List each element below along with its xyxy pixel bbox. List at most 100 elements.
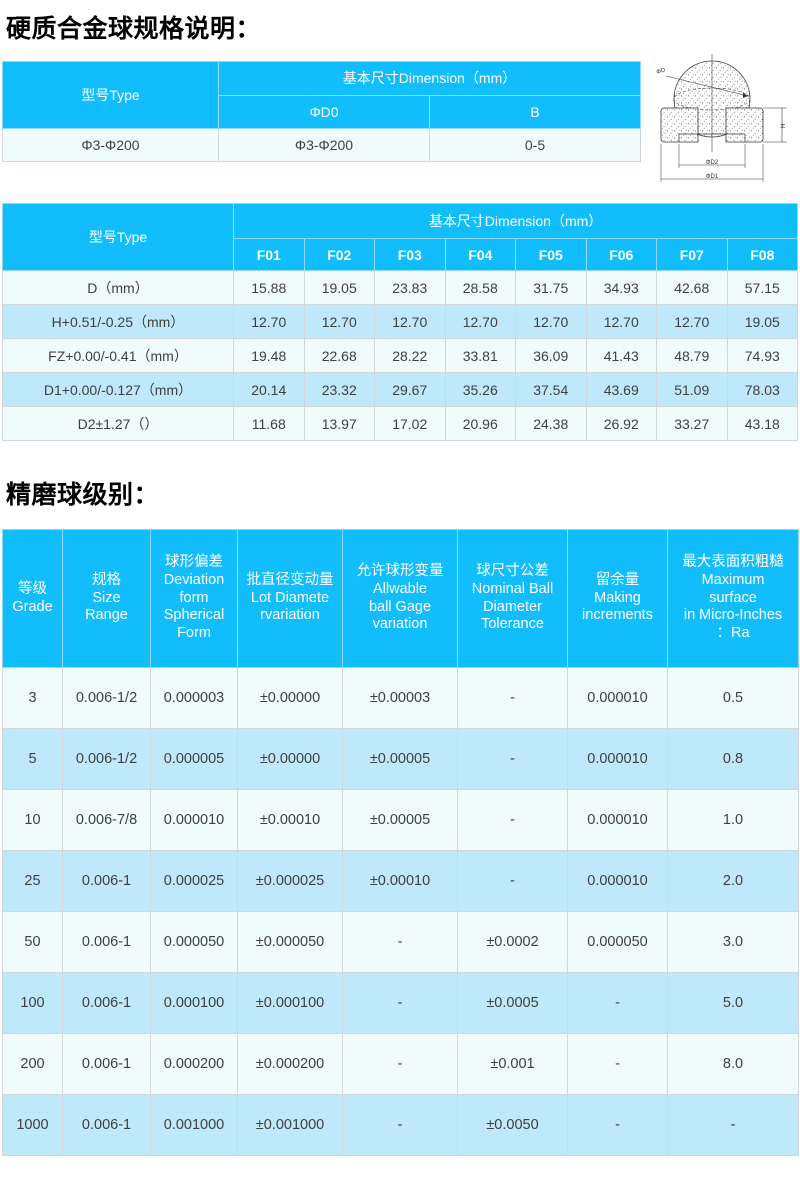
cell-deviation: 0.000050 [150,911,238,973]
header-f07: F07 [656,238,728,271]
cell-grade: 5 [2,728,63,790]
table-row: FZ+0.00/-0.41（mm） 19.48 22.68 28.22 33.8… [2,338,799,373]
header-f02: F02 [303,238,375,271]
cell-grade: 10 [2,789,63,851]
cell-value: 48.79 [656,338,728,373]
cell-grade: 50 [2,911,63,973]
table-row: 200 0.006-1 0.000200 ±0.000200 - ±0.001 … [2,1033,799,1095]
cell-value: 12.70 [374,304,446,339]
cell-value: 36.09 [515,338,587,373]
header-making-increments: 留余量 Making increments [567,529,668,668]
cell-surface-roughness: 3.0 [667,911,799,973]
cell-grade: 1000 [2,1094,63,1156]
header-f06: F06 [585,238,657,271]
cell-value: 11.68 [233,406,305,441]
cell-value: 12.70 [303,304,375,339]
cell-making-increments: 0.000010 [567,850,668,912]
row-label: H+0.51/-0.25（mm） [2,304,234,339]
cell-value: 12.70 [656,304,728,339]
table-row: 3 0.006-1/2 0.000003 ±0.00000 ±0.00003 -… [2,667,799,729]
cell-value: 23.32 [303,372,375,407]
cell-value: 20.96 [444,406,516,441]
cell-making-increments: 0.000010 [567,789,668,851]
table-row: 100 0.006-1 0.000100 ±0.000100 - ±0.0005… [2,972,799,1034]
cell-grade: 25 [2,850,63,912]
cell-value: 20.14 [233,372,305,407]
header-f03: F03 [374,238,446,271]
cell-size-range: 0.006-7/8 [62,789,151,851]
cell-value: 33.81 [444,338,516,373]
cell-deviation: 0.000200 [150,1033,238,1095]
cell-value: 51.09 [656,372,728,407]
cell-value: 12.70 [585,304,657,339]
table-row: D（mm） 15.88 19.05 23.83 28.58 31.75 34.9… [2,270,799,305]
cell-grade: 100 [2,972,63,1034]
cell-value: 43.69 [585,372,657,407]
f-series-dimension-table: 型号Type 基本尺寸Dimension（mm） F01 F02 F03 F04… [2,203,799,441]
cell-lot-variation: ±0.001000 [237,1094,343,1156]
table-row: D2±1.27（） 11.68 13.97 17.02 20.96 24.38 … [2,406,799,441]
cell-surface-roughness: 0.8 [667,728,799,790]
cell-size-range: 0.006-1 [62,911,151,973]
label-h: H [781,124,787,128]
ball-grade-table-wrapper: 等级 Grade 规格 Size Range 球形偏差 Deviation form Sph… [2,529,799,1156]
cell-gage-variation: - [342,1094,458,1156]
cell-deviation: 0.000010 [150,789,238,851]
cell-value: 33.27 [656,406,728,441]
cell-value: 15.88 [233,270,305,305]
cell-lot-variation: ±0.000200 [237,1033,343,1095]
cell-value: 42.68 [656,270,728,305]
cell-gage-variation: - [342,1033,458,1095]
cell-gage-variation: - [342,972,458,1034]
cell-making-increments: 0.000010 [567,667,668,729]
cell-diameter-tolerance: ±0.0002 [457,911,568,973]
cell-surface-roughness: - [667,1094,799,1156]
header-size-range: 规格 Size Range [62,529,151,668]
header-type: 型号Type [2,61,219,129]
drawing-svg: ΦD H ΦD2 ΦD1 [656,54,787,182]
cell-b: 0-5 [429,128,641,162]
header-allowable-ball-gage-variation: 允许球形变量 Allwable ball Gage variation [342,529,458,668]
cell-value: 78.03 [726,372,799,407]
cell-deviation: 0.000003 [150,667,238,729]
cell-lot-variation: ±0.00010 [237,789,343,851]
header-type: 型号Type [2,203,234,271]
seat-ring-left [660,107,699,143]
cell-diameter-tolerance: - [457,850,568,912]
cell-value: 34.93 [585,270,657,305]
header-f08: F08 [726,238,799,271]
cell-deviation: 0.001000 [150,1094,238,1156]
cell-type: Φ3-Φ200 [2,128,219,162]
header-dimension-group: 基本尺寸Dimension（mm） [218,61,641,96]
cell-diameter-tolerance: - [457,789,568,851]
cell-making-increments: - [567,1094,668,1156]
cell-value: 19.05 [303,270,375,305]
header-deviation-spherical-form: 球形偏差 Deviation form Spherical Form [150,529,238,668]
cell-value: 19.48 [233,338,305,373]
ball-seat-technical-drawing: ΦD H ΦD2 ΦD1 [652,52,798,192]
cell-gage-variation: - [342,911,458,973]
row-label: D2±1.27（） [2,406,234,441]
header-maximum-surface-roughness: 最大表面积粗糙 Maximum surface in Micro-Inches ：Ra [667,529,799,668]
table-row: 5 0.006-1/2 0.000005 ±0.00000 ±0.00005 -… [2,728,799,790]
cell-deviation: 0.000025 [150,850,238,912]
cell-grade: 200 [2,1033,63,1095]
cell-making-increments: - [567,1033,668,1095]
cell-lot-variation: ±0.00000 [237,667,343,729]
header-dimension-group: 基本尺寸Dimension（mm） [232,203,799,239]
cell-diameter-tolerance: - [457,667,568,729]
phi-d-leader [665,75,749,97]
dimension-summary-table-wrapper: 型号Type 基本尺寸Dimension（mm） ΦD0 B Φ3-Φ200 Φ… [2,61,641,162]
f-series-dimension-table-wrapper: 型号Type 基本尺寸Dimension（mm） F01 F02 F03 F04… [2,203,799,441]
cell-value: 29.67 [374,372,446,407]
cell-value: 26.92 [585,406,657,441]
table-subheader-row: ΦD0 B [3,94,641,129]
header-f04: F04 [444,238,516,271]
label-phi-d1: ΦD1 [706,174,719,180]
cell-surface-roughness: 1.0 [667,789,799,851]
table-row: 10 0.006-7/8 0.000010 ±0.00010 ±0.00005 … [2,789,799,851]
header-f05: F05 [515,238,587,271]
cell-value: 17.02 [374,406,446,441]
cell-size-range: 0.006-1/2 [62,667,151,729]
